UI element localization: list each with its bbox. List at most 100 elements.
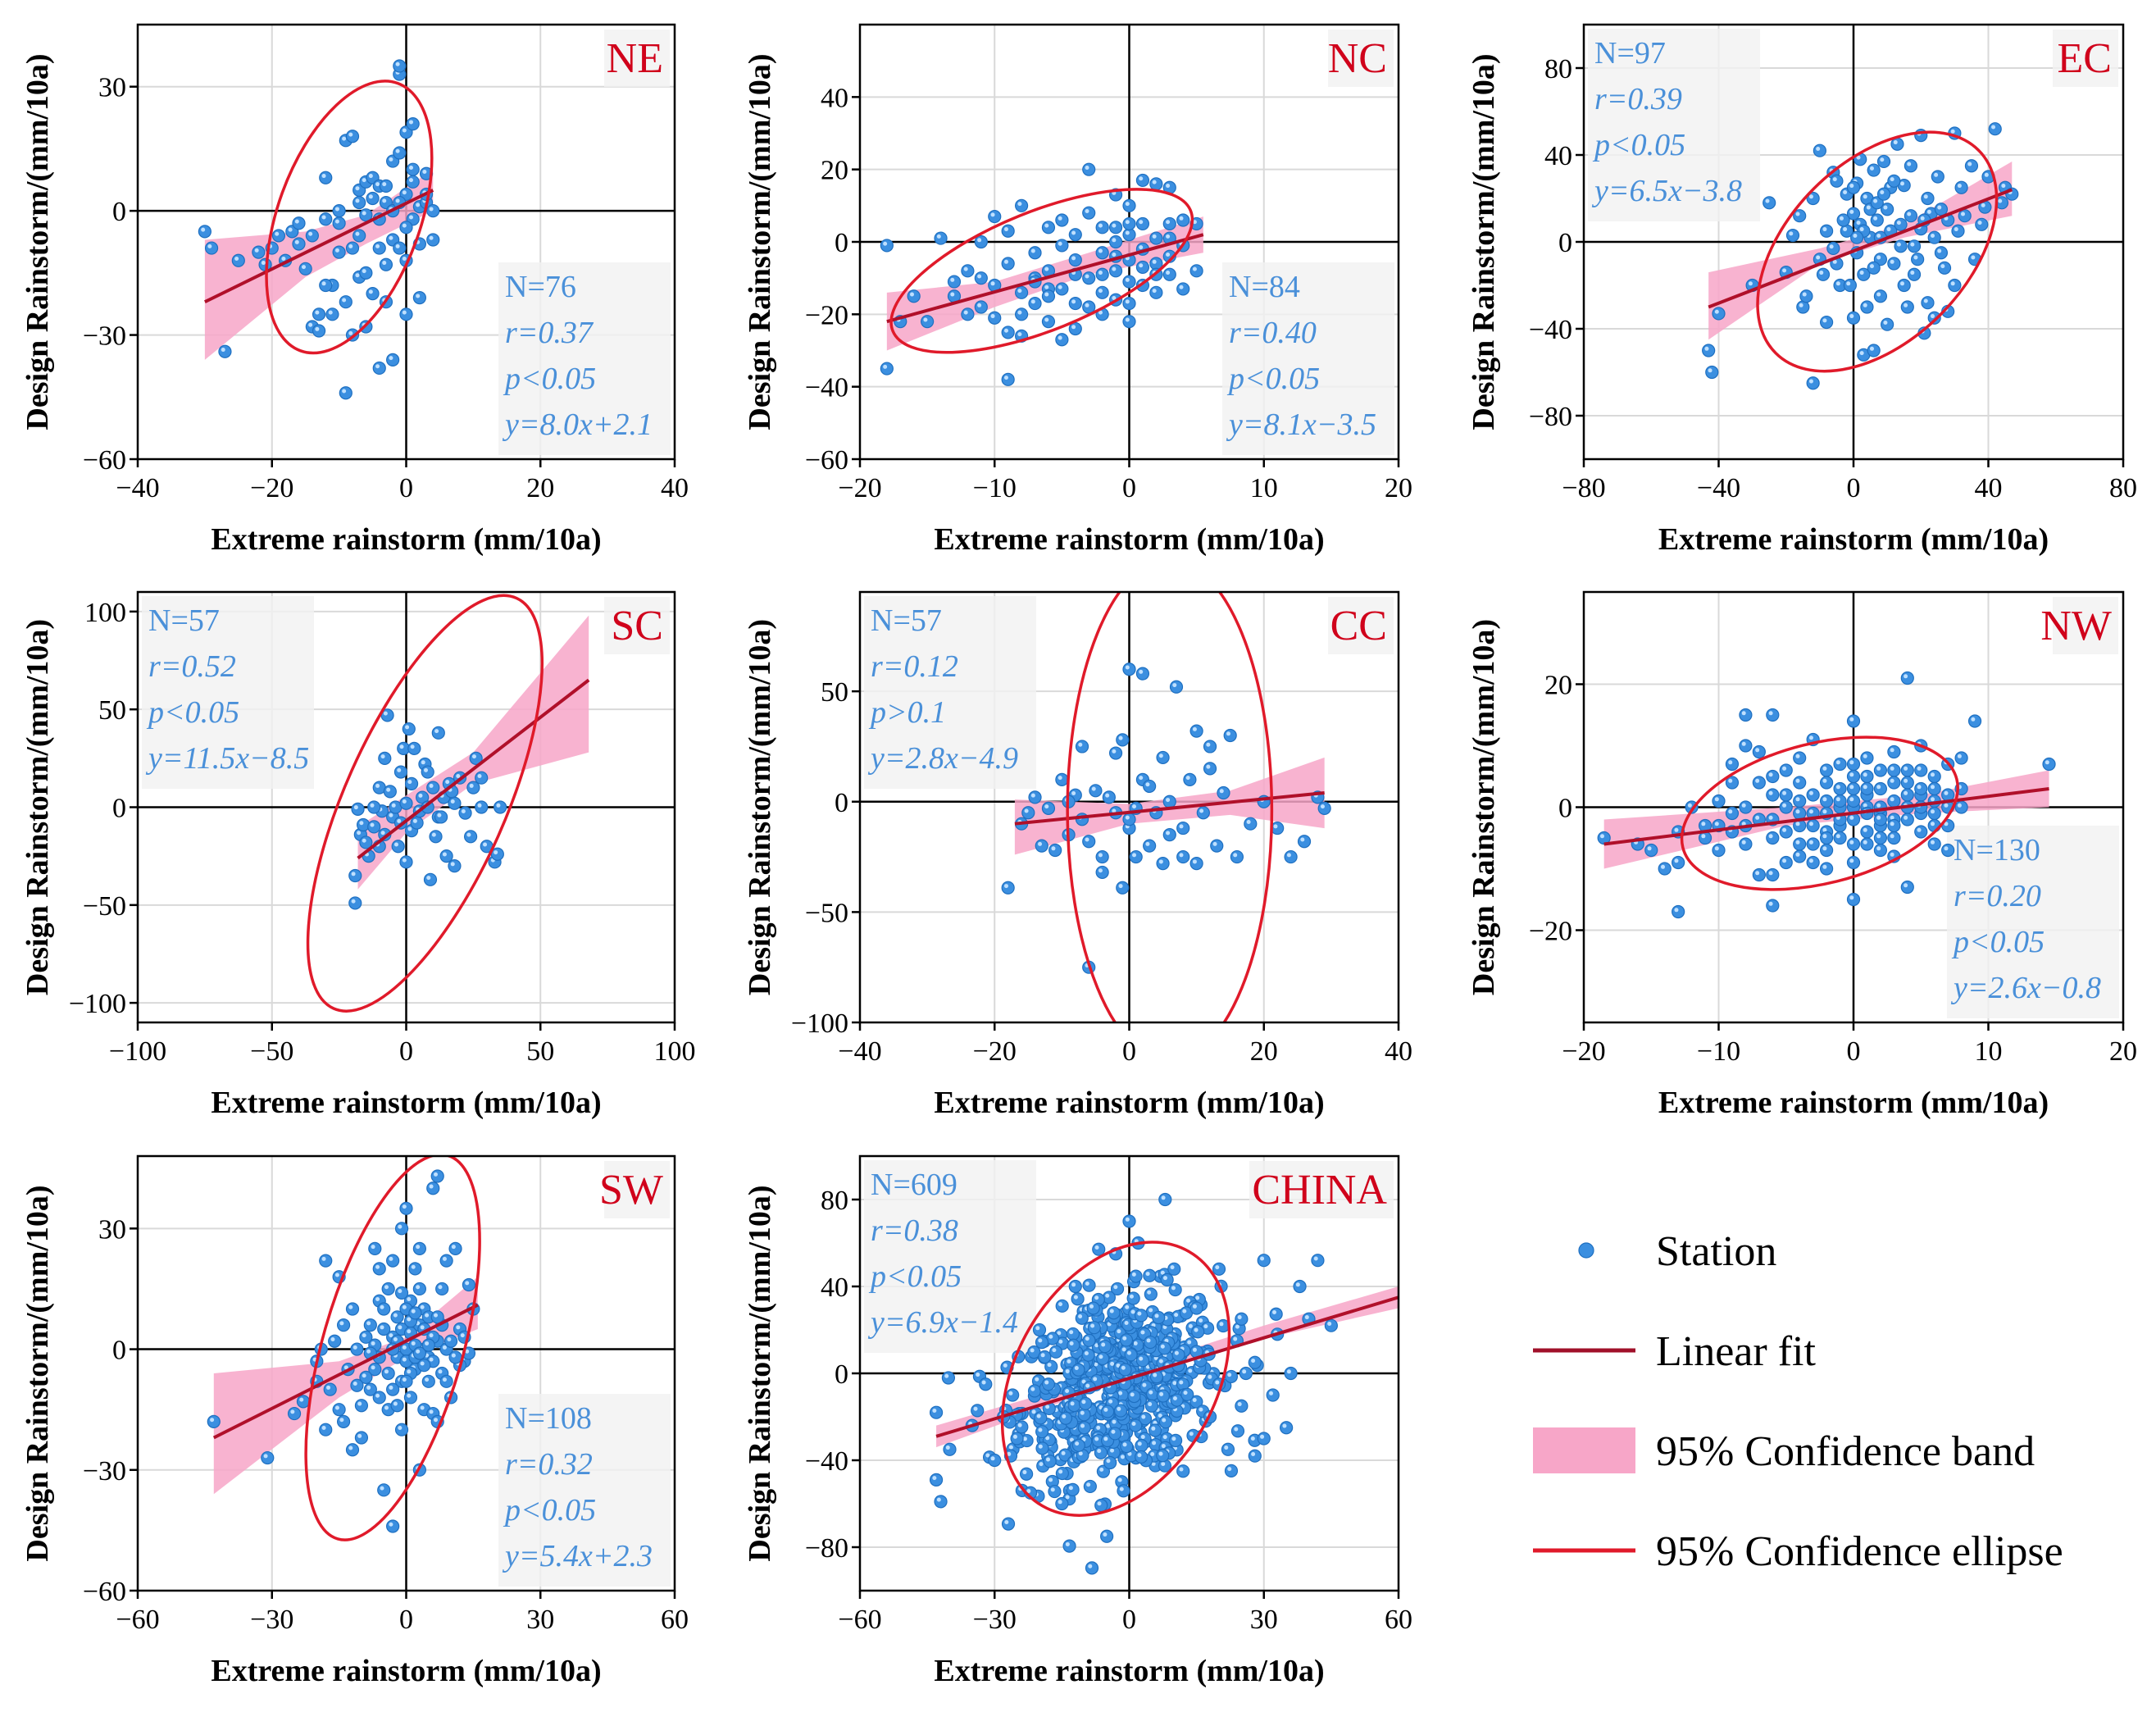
station-point-highlight (1127, 1451, 1132, 1456)
station-point-highlight (1957, 184, 1962, 189)
station-point-highlight (1967, 162, 1972, 166)
station-point (1068, 1279, 1082, 1294)
station-point-highlight (1931, 785, 1935, 790)
station-point-highlight (339, 1321, 344, 1326)
y-tick-label: 30 (98, 73, 126, 103)
station-point (348, 896, 362, 910)
station-point-highlight (1112, 808, 1117, 813)
station-point-highlight (1125, 317, 1130, 322)
station-point-highlight (1121, 1365, 1126, 1370)
linear-fit-line (935, 1295, 1399, 1438)
x-tick-label: −80 (1562, 473, 1605, 503)
station-point-highlight (1153, 1373, 1158, 1377)
station-point-highlight (1022, 1436, 1027, 1441)
station-point-highlight (1030, 299, 1035, 304)
station-point-highlight (1714, 797, 1719, 802)
station-point-highlight (1074, 1366, 1079, 1371)
confidence-ellipse (304, 1156, 481, 1541)
station-point (1176, 1464, 1190, 1478)
station-point-highlight (1271, 1310, 1276, 1315)
station-point-highlight (1145, 782, 1150, 787)
station-point (1189, 264, 1203, 278)
station-point (448, 858, 462, 873)
station-point (1144, 1399, 1158, 1413)
station-point-highlight (1199, 1318, 1203, 1323)
station-point (448, 796, 462, 810)
station-point-highlight (326, 1385, 331, 1390)
stat-equation: y=6.9x−1.4 (867, 1305, 1018, 1340)
station-point-highlight (1172, 1395, 1177, 1400)
y-tick-label: 0 (112, 794, 126, 824)
station-point-highlight (1137, 1311, 1142, 1316)
station-point (1158, 1415, 1173, 1429)
station-point-highlight (1876, 785, 1881, 790)
station-point-highlight (1856, 155, 1861, 160)
station-point (1269, 1307, 1283, 1321)
station-point-highlight (375, 783, 380, 788)
station-point (1887, 257, 1901, 271)
station-point (1881, 317, 1894, 331)
station-point (1927, 781, 1941, 796)
station-point-highlight (1125, 202, 1130, 207)
station-point (412, 1282, 426, 1296)
station-point-highlight (1040, 1353, 1045, 1358)
station-point-highlight (1188, 1323, 1193, 1328)
legend-item: 95% Confidence ellipse (1533, 1528, 2063, 1575)
station-point-highlight (334, 1405, 339, 1410)
station-point-highlight (1152, 180, 1157, 184)
station-point-highlight (207, 244, 212, 248)
stat-p: p<0.05 (868, 1259, 962, 1294)
station-point-highlight (315, 326, 320, 331)
station-point-highlight (366, 1385, 371, 1390)
x-axis-label: Extreme rainstorm (mm/10a) (211, 1086, 601, 1120)
legend-item: Linear fit (1533, 1328, 1816, 1375)
station-point-highlight (384, 1405, 389, 1410)
plot-area (138, 592, 675, 1022)
station-point (350, 1378, 364, 1392)
station-point-highlight (1863, 785, 1867, 790)
station-point-highlight (1856, 221, 1861, 225)
station-point-highlight (1835, 760, 1840, 765)
station-point (1793, 794, 1807, 808)
station-point-highlight (1122, 1336, 1127, 1341)
station-point-highlight (1078, 1451, 1083, 1456)
y-tick-label: −40 (1529, 315, 1572, 345)
station-point-highlight (371, 1341, 375, 1345)
station-point (1846, 892, 1861, 907)
station-point-highlight (1166, 271, 1171, 275)
station-point (423, 872, 438, 886)
station-point-highlight (1822, 778, 1827, 783)
station-point-highlight (1093, 1377, 1098, 1382)
station-point (1833, 831, 1847, 845)
station-point-highlight (1944, 822, 1949, 826)
station-point (379, 257, 393, 271)
station-point-highlight (1714, 822, 1719, 826)
station-point-highlight (362, 1333, 366, 1338)
station-point-highlight (1112, 223, 1117, 228)
station-point-highlight (1146, 1338, 1151, 1343)
station-point-highlight (1166, 234, 1171, 239)
station-point (1101, 1405, 1115, 1418)
y-axis-label: Design Rainstorm/(mm/10a) (1467, 53, 1501, 430)
station-point (1124, 1348, 1138, 1362)
station-point-highlight (1849, 785, 1854, 790)
x-axis-label: Extreme rainstorm (mm/10a) (934, 522, 1324, 557)
station-point-highlight (434, 1172, 439, 1177)
station-point (1785, 228, 1800, 243)
station-point-highlight (450, 862, 455, 867)
station-point (974, 234, 988, 249)
station-point (357, 817, 371, 832)
station-point (1873, 289, 1887, 303)
station-point-highlight (1140, 1435, 1145, 1440)
plot-area (1584, 25, 2123, 459)
station-point-highlight (1957, 754, 1962, 758)
station-point-highlight (1003, 884, 1008, 889)
station-point (1725, 757, 1740, 772)
station-point-highlight (402, 310, 407, 315)
station-point (399, 221, 413, 234)
station-point (1160, 1273, 1174, 1286)
region-label: SW (599, 1167, 663, 1213)
station-point (1257, 1254, 1271, 1268)
station-point-highlight (1687, 803, 1692, 808)
station-point (1041, 801, 1056, 815)
